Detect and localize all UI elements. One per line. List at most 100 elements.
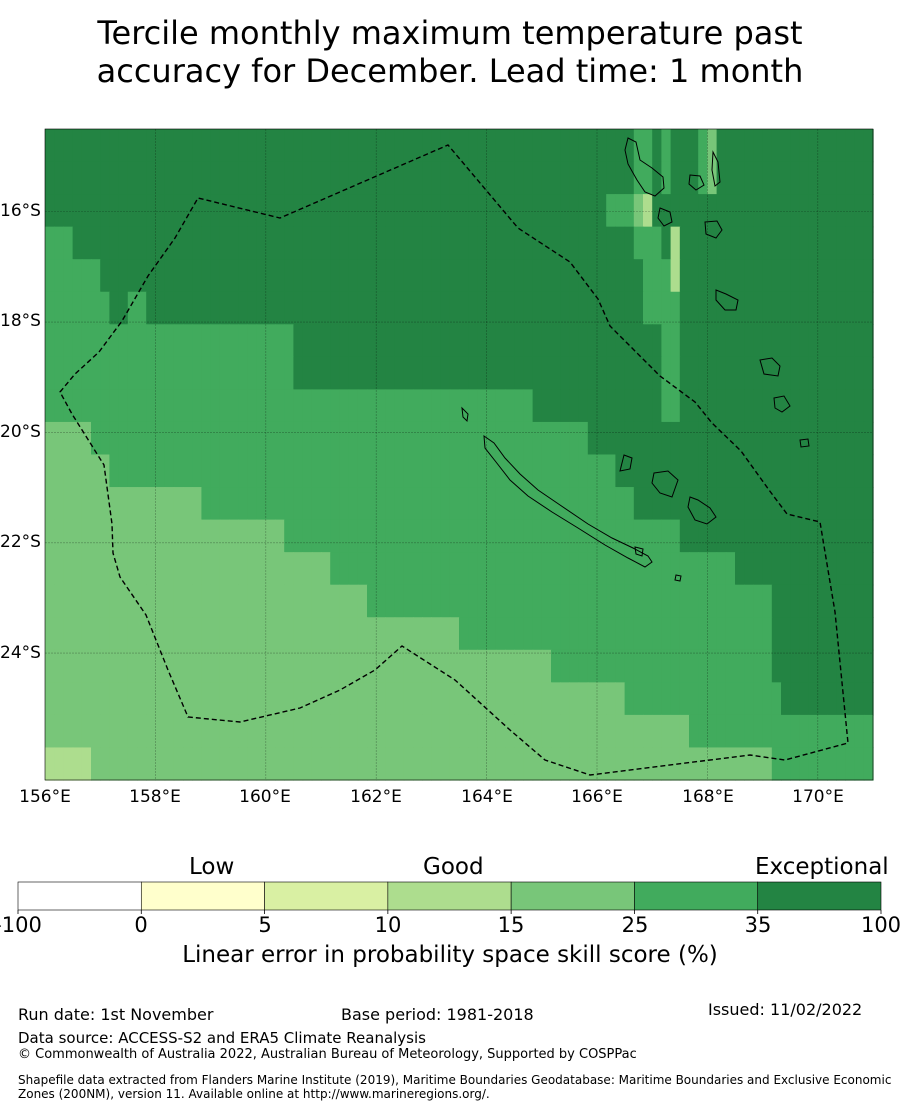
grid-cell bbox=[541, 649, 552, 683]
grid-cell bbox=[118, 291, 129, 325]
grid-cell bbox=[827, 552, 837, 586]
grid-cell bbox=[348, 259, 359, 293]
grid-cell bbox=[385, 552, 396, 586]
grid-cell bbox=[541, 519, 552, 553]
grid-cell bbox=[219, 324, 230, 358]
grid-cell bbox=[845, 617, 856, 651]
grid-cell bbox=[137, 226, 147, 260]
grid-cell bbox=[689, 519, 699, 553]
grid-cell bbox=[293, 194, 304, 228]
grid-cell bbox=[523, 356, 534, 390]
grid-cell bbox=[799, 259, 810, 293]
grid-cell bbox=[670, 389, 681, 423]
grid-cell bbox=[578, 584, 589, 618]
grid-cell bbox=[91, 747, 101, 781]
grid-cell bbox=[321, 617, 331, 651]
grid-cell bbox=[827, 519, 837, 553]
grid-cell bbox=[45, 421, 55, 456]
grid-cell bbox=[155, 324, 166, 358]
colorbar-tick: 100 bbox=[860, 913, 900, 937]
grid-cell bbox=[440, 487, 451, 521]
grid-cell bbox=[109, 194, 120, 228]
grid-cell bbox=[265, 324, 276, 358]
grid-cell bbox=[808, 324, 819, 358]
grid-cell bbox=[109, 649, 120, 683]
grid-cell bbox=[348, 194, 359, 228]
grid-cell bbox=[523, 259, 534, 293]
grid-cell bbox=[781, 682, 791, 716]
grid-cell bbox=[357, 714, 368, 749]
chesterfield-islet bbox=[461, 406, 469, 423]
grid-cell bbox=[817, 226, 828, 260]
grid-cell bbox=[173, 682, 184, 716]
grid-cell bbox=[385, 584, 396, 618]
grid-cell bbox=[54, 324, 64, 358]
grid-cell bbox=[91, 389, 101, 423]
grid-cell bbox=[679, 356, 690, 390]
lat-label-20s: 20°S bbox=[0, 422, 41, 442]
grid-cell bbox=[431, 356, 442, 390]
grid-cell bbox=[137, 259, 147, 293]
grid-cell bbox=[403, 552, 414, 586]
grid-cell bbox=[109, 161, 120, 195]
grid-cell bbox=[210, 714, 221, 749]
grid-cell bbox=[735, 454, 745, 488]
colorbar-header-exceptional: Exceptional bbox=[755, 854, 889, 880]
grid-cell bbox=[578, 194, 589, 228]
grid-cell bbox=[781, 552, 791, 586]
grid-cell bbox=[357, 487, 368, 521]
grid-cell bbox=[275, 161, 285, 195]
grid-cell bbox=[633, 454, 644, 488]
walpole-islet bbox=[674, 574, 682, 582]
grid-cell bbox=[863, 617, 874, 651]
grid-cell bbox=[615, 584, 626, 618]
grid-cell bbox=[385, 519, 396, 553]
grid-cell bbox=[597, 649, 607, 683]
grid-cell bbox=[219, 129, 230, 163]
grid-cell bbox=[725, 259, 736, 293]
grid-cell bbox=[81, 649, 92, 683]
grid-cell bbox=[413, 421, 423, 456]
lon-label-160e: 160°E bbox=[239, 787, 291, 807]
grid-cell bbox=[45, 584, 55, 618]
grid-cell bbox=[431, 421, 442, 456]
grid-cell bbox=[440, 519, 451, 553]
grid-cell bbox=[560, 454, 570, 488]
grid-cell bbox=[247, 714, 258, 749]
grid-cell bbox=[560, 584, 570, 618]
grid-cell bbox=[201, 324, 212, 358]
grid-cell bbox=[523, 519, 534, 553]
grid-cell bbox=[725, 194, 736, 228]
grid-cell bbox=[753, 487, 764, 521]
grid-cell bbox=[799, 324, 810, 358]
grid-cell bbox=[256, 584, 267, 618]
grid-cell bbox=[532, 584, 543, 618]
grid-cell bbox=[707, 747, 718, 781]
grid-cell bbox=[514, 421, 524, 456]
grid-cell bbox=[146, 714, 156, 749]
grid-cell bbox=[155, 617, 166, 651]
grid-cell bbox=[173, 617, 184, 651]
grid-cell bbox=[541, 454, 552, 488]
grid-cell bbox=[863, 226, 874, 260]
grid-cell bbox=[137, 129, 147, 163]
grid-cell bbox=[845, 259, 856, 293]
grid-cell bbox=[330, 259, 340, 293]
grid-cell bbox=[137, 356, 147, 390]
grid-cell bbox=[275, 487, 285, 521]
grid-cell bbox=[109, 617, 120, 651]
grid-cell bbox=[523, 226, 534, 260]
grid-cell bbox=[587, 324, 598, 358]
grid-cell bbox=[100, 747, 110, 781]
grid-cell bbox=[118, 584, 129, 618]
grid-cell bbox=[357, 421, 368, 456]
grid-cell bbox=[468, 259, 478, 293]
grid-cell bbox=[863, 421, 874, 456]
grid-cell bbox=[91, 324, 101, 358]
grid-cell bbox=[229, 389, 239, 423]
grid-cell bbox=[376, 356, 386, 390]
grid-cell bbox=[707, 487, 718, 521]
grid-cell bbox=[799, 487, 810, 521]
grid-cell bbox=[560, 714, 570, 749]
grid-cell bbox=[210, 259, 221, 293]
